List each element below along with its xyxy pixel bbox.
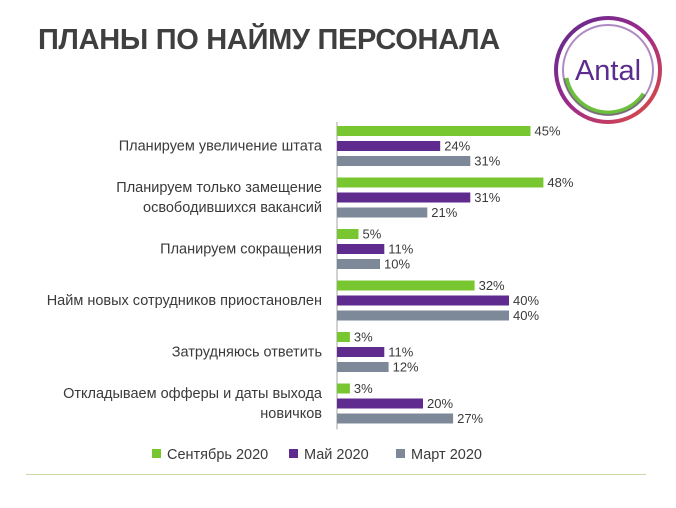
category-label: Планируем увеличение штата [119, 139, 323, 155]
data-label: 27% [457, 411, 483, 426]
data-label: 21% [431, 205, 457, 220]
category-label: Найм новых сотрудников приостановлен [47, 293, 322, 309]
data-label: 3% [354, 330, 373, 345]
bar [337, 207, 428, 218]
category-label: Затрудняюсь ответить [172, 345, 322, 361]
bar [337, 280, 475, 291]
legend-label: Май 2020 [304, 447, 369, 463]
data-label: 11% [388, 345, 413, 360]
footer-divider [26, 474, 646, 475]
antal-logo: Antal [554, 16, 662, 124]
bar [337, 141, 441, 151]
legend-swatch [396, 449, 405, 458]
bar [337, 229, 359, 239]
data-label: 31% [474, 190, 500, 205]
category-label: Планируем сокращения [160, 242, 322, 258]
bar [337, 310, 509, 321]
bar [337, 332, 350, 342]
legend-label: Март 2020 [411, 447, 482, 463]
data-label: 32% [479, 278, 505, 293]
data-label: 5% [363, 227, 382, 242]
data-label: 45% [535, 124, 561, 139]
data-label: 20% [427, 396, 453, 411]
legend: Сентябрь 2020 Май 2020 Март 2020 [152, 447, 482, 463]
bar [337, 259, 380, 269]
category-labels: Планируем увеличение штата Планируем толь… [47, 139, 323, 423]
data-label: 10% [384, 257, 410, 272]
category-label: освободившихся вакансий [143, 200, 322, 216]
bar [337, 295, 509, 306]
legend-swatch [152, 449, 161, 458]
legend-swatch [289, 449, 298, 458]
bar [337, 383, 350, 394]
data-label: 3% [354, 381, 373, 396]
bar [337, 156, 471, 166]
category-label: новичков [260, 406, 322, 422]
category-label: Планируем только замещение [116, 180, 322, 196]
data-label: 48% [547, 175, 573, 190]
bar [337, 413, 454, 424]
category-label: Откладываем офферы и даты выхода [63, 386, 323, 402]
bar [337, 398, 423, 409]
logo-ring-green [563, 77, 647, 116]
data-label: 40% [513, 308, 539, 323]
bar [337, 347, 385, 357]
bar [337, 192, 471, 203]
data-label: 40% [513, 293, 539, 308]
data-label: 24% [444, 139, 470, 154]
legend-label: Сентябрь 2020 [167, 447, 268, 463]
logo-ring-outer [554, 16, 662, 124]
bar [337, 244, 385, 254]
logo-text: Antal [575, 55, 641, 87]
logo-ring-inner [562, 24, 654, 116]
bars: 45%24%31%48%31%21%5%11%10%32%40%40%3%11%… [337, 124, 574, 426]
bar [337, 362, 389, 372]
data-label: 12% [393, 360, 419, 375]
bar [337, 177, 544, 188]
data-label: 31% [474, 154, 500, 169]
bar [337, 126, 531, 136]
data-label: 11% [388, 242, 413, 257]
page-title: ПЛАНЫ ПО НАЙМУ ПЕРСОНАЛА [38, 24, 500, 56]
